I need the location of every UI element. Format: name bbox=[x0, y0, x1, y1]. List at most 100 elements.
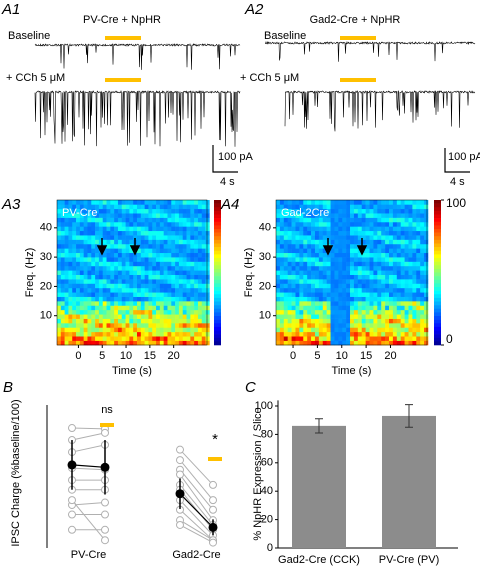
spectrogram-cell bbox=[400, 301, 405, 306]
spectrogram-cell bbox=[98, 336, 104, 341]
spectrogram-cell bbox=[137, 226, 142, 232]
spectrogram-cell bbox=[125, 235, 130, 240]
spectrogram-cell bbox=[95, 279, 100, 284]
spectrogram-cell bbox=[330, 204, 335, 210]
spectrogram-cell bbox=[102, 213, 107, 218]
x-tick-label: 15 bbox=[144, 350, 156, 362]
spectrogram-cell bbox=[68, 221, 73, 227]
spectrogram-cell bbox=[276, 221, 281, 227]
spectrogram-cell bbox=[291, 340, 296, 346]
spectrogram-cell bbox=[205, 318, 210, 324]
spectrogram-cell bbox=[342, 235, 347, 240]
spectrogram-cell bbox=[322, 309, 327, 315]
spectrogram-cell bbox=[357, 292, 363, 297]
spectrogram-cell bbox=[307, 239, 312, 245]
spectrogram-cell bbox=[91, 283, 96, 289]
spectrogram-cell bbox=[110, 217, 115, 223]
spectrogram-cell bbox=[117, 265, 123, 271]
spectrogram-cell bbox=[318, 230, 324, 236]
spectrogram-cell bbox=[95, 283, 100, 289]
spectrogram-cell bbox=[392, 230, 398, 236]
spectrogram-cell bbox=[303, 221, 308, 227]
spectrogram-cell bbox=[303, 340, 308, 346]
spectrogram-cell bbox=[299, 230, 304, 236]
colorbar-cell bbox=[214, 221, 221, 226]
spectrogram-cell bbox=[342, 226, 347, 232]
point bbox=[209, 505, 217, 514]
spectrogram-cell bbox=[140, 200, 145, 205]
spectrogram-cell bbox=[72, 252, 77, 258]
spectrogram-cell bbox=[186, 239, 191, 245]
spectrogram-cell bbox=[377, 283, 382, 289]
spectrogram-cell bbox=[194, 292, 199, 297]
spectrogram-cell bbox=[159, 226, 164, 232]
colorbar-cell bbox=[214, 247, 221, 252]
spectrogram-cell bbox=[117, 261, 123, 267]
spectrogram-cell bbox=[140, 243, 145, 249]
spectrogram-cell bbox=[190, 239, 195, 245]
spectrogram-cell bbox=[57, 274, 62, 280]
spectrogram-cell bbox=[392, 309, 398, 315]
spectrogram-cell bbox=[156, 226, 161, 232]
spectrogram-cell bbox=[326, 305, 331, 311]
spectrogram-cell bbox=[133, 283, 138, 289]
pair-line bbox=[71, 467, 106, 471]
spectrogram-cell bbox=[307, 200, 312, 205]
spectrogram-cell bbox=[64, 301, 69, 306]
spectrogram-cell bbox=[201, 301, 206, 306]
spectrogram-cell bbox=[76, 305, 81, 311]
spectrogram-cell bbox=[87, 274, 92, 280]
spectrogram-cell bbox=[64, 314, 69, 319]
colorbar-cell bbox=[214, 337, 221, 342]
spectrogram-cell bbox=[182, 270, 187, 275]
spectrogram-cell bbox=[353, 292, 359, 297]
spectrogram-cell bbox=[57, 287, 62, 293]
spectrogram-cell bbox=[392, 274, 398, 280]
spectrogram-cell bbox=[194, 274, 199, 280]
spectrogram-cell bbox=[144, 331, 149, 337]
spectrogram-cell bbox=[392, 305, 398, 311]
spectrogram-cell bbox=[175, 235, 180, 240]
spectrogram-cell bbox=[389, 327, 394, 333]
colorbar-cell bbox=[434, 239, 441, 244]
spectrogram-cell bbox=[201, 287, 206, 293]
spectrogram-cell bbox=[190, 230, 195, 236]
spectrogram-cell bbox=[314, 252, 320, 258]
spectrogram-cell bbox=[87, 226, 92, 232]
spectrogram-cell bbox=[129, 296, 134, 302]
spectrogram-cell bbox=[350, 243, 355, 249]
spectrogram-cell bbox=[72, 204, 77, 210]
spectrogram-cell bbox=[353, 221, 359, 227]
scale-bars bbox=[212, 145, 470, 173]
spectrogram-cell bbox=[424, 270, 429, 275]
spectrogram-cell bbox=[91, 314, 96, 319]
spectrogram-cell bbox=[373, 204, 378, 210]
spectrogram-cell bbox=[381, 323, 386, 328]
colorbar-cell bbox=[214, 236, 221, 241]
spectrogram-cell bbox=[121, 296, 126, 302]
spectrogram-cell bbox=[68, 318, 73, 324]
spectrogram-cell bbox=[392, 252, 398, 258]
spectrogram-cell bbox=[338, 213, 343, 218]
spectrogram-cell bbox=[326, 318, 331, 324]
spectrogram-cell bbox=[167, 279, 172, 284]
spectrogram-cell bbox=[350, 327, 355, 333]
spectrogram-cell bbox=[369, 261, 374, 267]
spectrogram-cell bbox=[98, 283, 104, 289]
spectrogram-cell bbox=[182, 331, 187, 337]
spectrogram-cell bbox=[194, 226, 199, 232]
spectrogram-cell bbox=[91, 248, 96, 254]
spectrogram-cell bbox=[114, 331, 119, 337]
spectrogram-cell bbox=[106, 309, 111, 315]
spectrogram-cell bbox=[318, 314, 324, 319]
spectrogram-cell bbox=[318, 292, 324, 297]
spectrogram-cell bbox=[416, 248, 421, 254]
spectrogram-cell bbox=[342, 331, 347, 337]
spectrogram-cell bbox=[197, 248, 203, 254]
point bbox=[209, 480, 217, 489]
spectrogram-cell bbox=[291, 204, 296, 210]
spectrogram-cell bbox=[314, 257, 320, 262]
spectrogram-cell bbox=[114, 226, 119, 232]
spectrogram-cell bbox=[389, 336, 394, 341]
spectrogram-cell bbox=[152, 213, 157, 218]
